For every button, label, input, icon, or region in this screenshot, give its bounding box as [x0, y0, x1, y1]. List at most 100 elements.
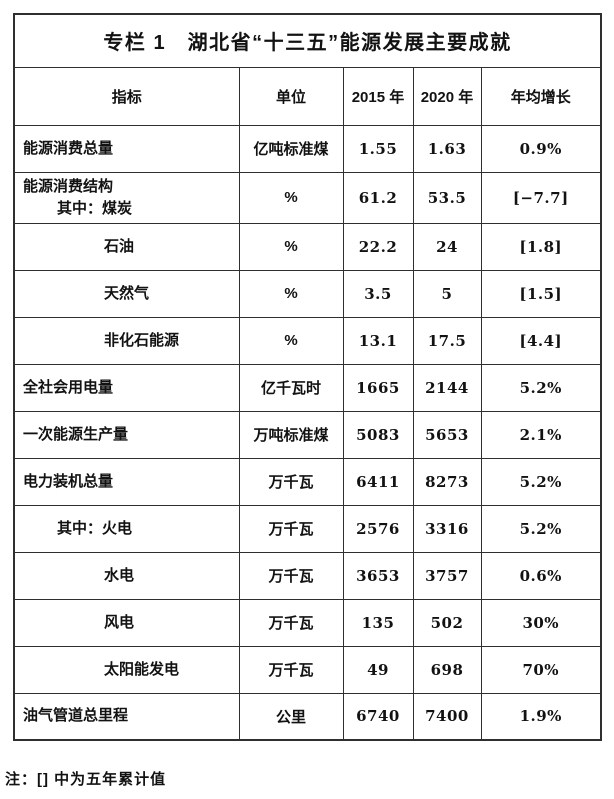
energy-achievements-table: 专栏 1 湖北省“十三五”能源发展主要成就 指标 单位 2015 年 2020 …	[13, 13, 603, 741]
growth-cell: 5.2%	[480, 457, 602, 506]
unit-cell: %	[238, 316, 344, 365]
unit-cell: 万千瓦	[238, 457, 344, 506]
indicator-text: 风电	[104, 613, 135, 631]
table-footnote: 注：[] 中为五年累计值	[5, 771, 167, 788]
value-2020-cell: 8273	[412, 457, 482, 506]
table-row: 能源消费结构其中：煤炭 % 61.2 53.5 [−7.7]	[13, 171, 602, 224]
indicator-text: 电力装机总量	[23, 472, 114, 490]
indicator-text: 其中：火电	[57, 519, 133, 537]
unit-cell: %	[238, 269, 344, 318]
value-2020-cell: 24	[412, 222, 482, 271]
growth-cell: 0.6%	[480, 551, 602, 600]
indicator-cell: 一次能源生产量	[13, 410, 240, 459]
table-row: 能源消费总量 亿吨标准煤 1.55 1.63 0.9%	[13, 124, 602, 173]
indicator-cell: 天然气	[13, 269, 240, 318]
unit-cell: 亿吨标准煤	[238, 124, 344, 173]
table-row: 太阳能发电 万千瓦 49 698 70%	[13, 645, 602, 694]
value-2020-cell: 7400	[412, 692, 482, 741]
indicator-cell: 石油	[13, 222, 240, 271]
table-row: 一次能源生产量 万吨标准煤 5083 5653 2.1%	[13, 410, 602, 459]
indicator-text: 全社会用电量	[23, 378, 114, 396]
indicator-cell: 能源消费结构其中：煤炭	[13, 171, 240, 224]
value-2020-cell: 2144	[412, 363, 482, 412]
unit-cell: 万吨标准煤	[238, 410, 344, 459]
unit-cell: %	[238, 222, 344, 271]
unit-cell: 万千瓦	[238, 598, 344, 647]
unit-cell: 万千瓦	[238, 645, 344, 694]
value-2015-cell: 3653	[342, 551, 414, 600]
indicator-text: 其中：煤炭	[57, 199, 133, 217]
table-body: 能源消费总量 亿吨标准煤 1.55 1.63 0.9% 能源消费结构其中：煤炭 …	[13, 124, 602, 741]
table-title: 专栏 1 湖北省“十三五”能源发展主要成就	[13, 13, 602, 68]
indicator-text: 太阳能发电	[104, 660, 180, 678]
growth-cell: 0.9%	[480, 124, 602, 173]
table-row: 非化石能源 % 13.1 17.5 [4.4]	[13, 316, 602, 365]
value-2015-cell: 3.5	[342, 269, 414, 318]
value-2015-cell: 13.1	[342, 316, 414, 365]
value-2020-cell: 53.5	[412, 171, 482, 224]
value-2020-cell: 3757	[412, 551, 482, 600]
growth-cell: [1.8]	[480, 222, 602, 271]
value-2020-cell: 1.63	[412, 124, 482, 173]
table-row: 石油 % 22.2 24 [1.8]	[13, 222, 602, 271]
indicator-cell: 太阳能发电	[13, 645, 240, 694]
value-2020-cell: 17.5	[412, 316, 482, 365]
indicator-cell: 水电	[13, 551, 240, 600]
header-unit: 单位	[238, 66, 344, 126]
unit-cell: 万千瓦	[238, 504, 344, 553]
value-2015-cell: 1.55	[342, 124, 414, 173]
value-2015-cell: 1665	[342, 363, 414, 412]
growth-cell: 70%	[480, 645, 602, 694]
indicator-text: 非化石能源	[104, 331, 180, 349]
indicator-cell: 风电	[13, 598, 240, 647]
growth-cell: 1.9%	[480, 692, 602, 741]
growth-cell: 2.1%	[480, 410, 602, 459]
value-2020-cell: 5	[412, 269, 482, 318]
indicator-text: 油气管道总里程	[23, 707, 129, 725]
indicator-cell: 其中：火电	[13, 504, 240, 553]
value-2015-cell: 6411	[342, 457, 414, 506]
value-2015-cell: 22.2	[342, 222, 414, 271]
table-row: 风电 万千瓦 135 502 30%	[13, 598, 602, 647]
indicator-cell: 油气管道总里程	[13, 692, 240, 741]
unit-cell: 公里	[238, 692, 344, 741]
table-row: 全社会用电量 亿千瓦时 1665 2144 5.2%	[13, 363, 602, 412]
value-2020-cell: 5653	[412, 410, 482, 459]
header-row: 指标 单位 2015 年 2020 年 年均增长	[13, 66, 602, 126]
value-2020-cell: 698	[412, 645, 482, 694]
header-2020: 2020 年	[412, 66, 482, 126]
indicator-text: 能源消费总量	[23, 139, 114, 157]
table-row: 天然气 % 3.5 5 [1.5]	[13, 269, 602, 318]
indicator-text: 石油	[104, 237, 135, 255]
unit-cell: %	[238, 171, 344, 224]
value-2015-cell: 61.2	[342, 171, 414, 224]
value-2015-cell: 135	[342, 598, 414, 647]
indicator-cell: 全社会用电量	[13, 363, 240, 412]
value-2015-cell: 6740	[342, 692, 414, 741]
title-row: 专栏 1 湖北省“十三五”能源发展主要成就	[13, 13, 602, 68]
header-avg-growth: 年均增长	[480, 66, 602, 126]
indicator-cell: 电力装机总量	[13, 457, 240, 506]
value-2015-cell: 2576	[342, 504, 414, 553]
header-indicator: 指标	[13, 66, 240, 126]
growth-cell: 30%	[480, 598, 602, 647]
indicator-cell: 能源消费总量	[13, 124, 240, 173]
growth-cell: [−7.7]	[480, 171, 602, 224]
unit-cell: 万千瓦	[238, 551, 344, 600]
growth-cell: 5.2%	[480, 363, 602, 412]
indicator-text: 一次能源生产量	[23, 425, 129, 443]
growth-cell: 5.2%	[480, 504, 602, 553]
value-2015-cell: 49	[342, 645, 414, 694]
value-2020-cell: 502	[412, 598, 482, 647]
value-2015-cell: 5083	[342, 410, 414, 459]
table-row: 其中：火电 万千瓦 2576 3316 5.2%	[13, 504, 602, 553]
indicator-text: 天然气	[104, 284, 150, 302]
indicator-text: 能源消费结构	[23, 177, 114, 195]
growth-cell: [4.4]	[480, 316, 602, 365]
header-2015: 2015 年	[342, 66, 414, 126]
indicator-cell: 非化石能源	[13, 316, 240, 365]
unit-cell: 亿千瓦时	[238, 363, 344, 412]
table-row: 水电 万千瓦 3653 3757 0.6%	[13, 551, 602, 600]
table-head: 专栏 1 湖北省“十三五”能源发展主要成就 指标 单位 2015 年 2020 …	[13, 13, 602, 126]
